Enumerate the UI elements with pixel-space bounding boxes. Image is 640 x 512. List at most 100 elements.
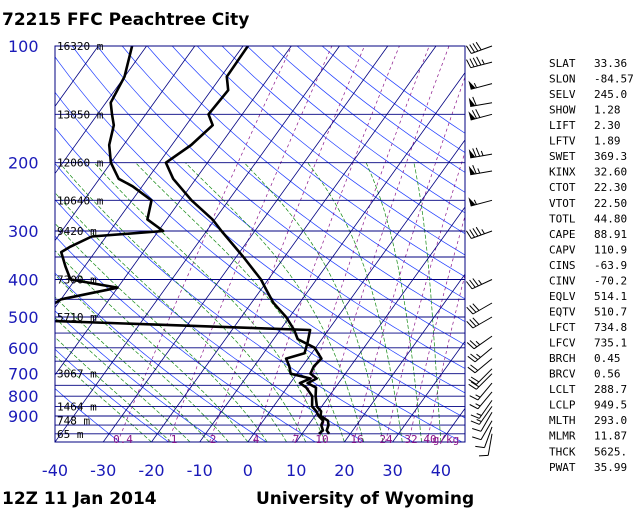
- height-labels: 16320 m 13850 m 12060 m 10640 m 9420 m 7300 m…: [57, 40, 104, 441]
- index-name: CINS: [549, 259, 576, 272]
- index-row: BRCV 0.56: [549, 368, 621, 381]
- isotherm-line: [151, 46, 437, 442]
- height-label: 748 m: [57, 415, 90, 428]
- index-value: 11.87: [594, 430, 627, 443]
- moist-adiabat-line: [55, 192, 287, 442]
- isotherm-line: [55, 46, 244, 309]
- temperature-tick-label: 40: [431, 461, 451, 480]
- wind-barb: [466, 335, 493, 350]
- dry-adiabat-line: [246, 46, 465, 214]
- mixing-ratio-label: g/kg: [433, 433, 460, 446]
- index-row: LFCT 734.8: [549, 321, 627, 334]
- index-name: MLTH: [549, 414, 576, 427]
- moist-adiabats: [55, 162, 442, 442]
- temperature-tick-label: 10: [286, 461, 306, 480]
- temperature-tick-label: 30: [382, 461, 402, 480]
- dry-adiabat-line: [196, 46, 465, 256]
- moist-adiabat-line: [55, 222, 268, 442]
- wind-barb: [467, 358, 493, 374]
- index-name: TOTL: [549, 212, 576, 225]
- pressure-tick-label: 400: [8, 271, 39, 290]
- height-label: 7300 m: [57, 274, 97, 287]
- isotherm-line: [247, 139, 465, 442]
- dry-adiabat-line: [121, 46, 465, 323]
- index-value: 949.5: [594, 399, 627, 412]
- dry-adiabat-line: [271, 46, 465, 193]
- index-row: PWAT 35.99: [549, 461, 627, 474]
- mixing-ratio-label: 10: [315, 433, 328, 446]
- wind-barb: [468, 80, 493, 90]
- moist-adiabat-line: [93, 162, 326, 442]
- wind-barb: [478, 433, 493, 457]
- pressure-tick-label: 700: [8, 365, 39, 384]
- index-name: LCLP: [549, 399, 576, 412]
- dry-adiabat-line: [55, 162, 414, 442]
- index-value: 369.3: [594, 150, 627, 163]
- pressure-tick-label: 300: [8, 222, 39, 241]
- wind-barb: [465, 41, 493, 54]
- index-value: 44.80: [594, 212, 627, 225]
- index-row: TOTL 44.80: [549, 212, 627, 225]
- stability-indices: SLAT 33.36 SLON -84.57 SELV 245.0 SHOW 1.28 LIFT…: [549, 57, 634, 474]
- index-name: EQTV: [549, 306, 576, 319]
- index-row: LCLT 288.7: [549, 383, 627, 396]
- index-row: CINV -70.2: [549, 274, 627, 287]
- dry-adiabat-line: [55, 235, 316, 442]
- index-name: BRCH: [549, 352, 576, 365]
- moist-adiabat-line: [62, 166, 307, 442]
- isotherm-line: [55, 46, 340, 442]
- dry-adiabat-line: [55, 348, 169, 442]
- moist-adiabat-line: [307, 162, 403, 442]
- mixing-ratio-label: 2: [210, 433, 217, 446]
- wind-barb: [466, 316, 493, 329]
- moist-adiabat-line: [185, 162, 365, 442]
- pressure-tick-label: 500: [8, 308, 39, 327]
- dry-adiabat-line: [55, 56, 465, 394]
- index-value: 1.89: [594, 135, 621, 148]
- index-name: SELV: [549, 88, 576, 101]
- index-row: THCK 5625.: [549, 445, 627, 458]
- index-name: BRCV: [549, 368, 576, 381]
- mixing-ratio-lines: [117, 46, 465, 442]
- mixing-ratio-label: 1: [171, 433, 178, 446]
- mixing-ratio-line: [408, 214, 465, 442]
- index-value: 1.28: [594, 104, 621, 117]
- temperature-tick-label: -20: [138, 461, 164, 480]
- index-name: EQLV: [549, 290, 576, 303]
- index-value: 734.8: [594, 321, 627, 334]
- index-value: -70.2: [594, 274, 627, 287]
- temperature-tick-label: -10: [187, 461, 213, 480]
- index-row: MLTH 293.0: [549, 414, 627, 427]
- wind-barb: [472, 420, 493, 441]
- index-value: 0.56: [594, 368, 621, 381]
- index-row: LFCV 735.1: [549, 337, 627, 350]
- index-row: VTOT 22.50: [549, 197, 627, 210]
- index-row: CAPV 110.9: [549, 243, 627, 256]
- chart-title: 72215 FFC Peachtree City: [2, 10, 250, 30]
- temperature-tick-label: -30: [90, 461, 116, 480]
- wind-barb: [468, 197, 493, 207]
- index-name: CTOT: [549, 181, 576, 194]
- moist-adiabat-line: [55, 355, 152, 442]
- wind-barb: [468, 373, 493, 390]
- pressure-tick-label: 800: [8, 387, 39, 406]
- index-name: LFTV: [549, 135, 576, 148]
- mixing-ratio-line: [385, 151, 465, 442]
- isotherm-line: [392, 340, 465, 442]
- mixing-ratio-label: 40: [423, 433, 436, 446]
- temperature-tick-label: 0: [243, 461, 253, 480]
- index-name: MLMR: [549, 430, 576, 443]
- index-name: CAPE: [549, 228, 576, 241]
- wind-barb: [466, 302, 493, 315]
- dry-adiabat-line: [221, 46, 465, 235]
- index-value: 33.36: [594, 57, 627, 70]
- wind-barb: [467, 347, 493, 363]
- wind-barb: [466, 278, 493, 290]
- index-name: LCLT: [549, 383, 576, 396]
- mixing-ratio-label: 4: [253, 433, 260, 446]
- isotherm-line: [199, 72, 465, 442]
- wind-barb: [470, 406, 493, 425]
- mixing-ratio-line: [209, 46, 365, 442]
- wind-barb: [468, 165, 493, 176]
